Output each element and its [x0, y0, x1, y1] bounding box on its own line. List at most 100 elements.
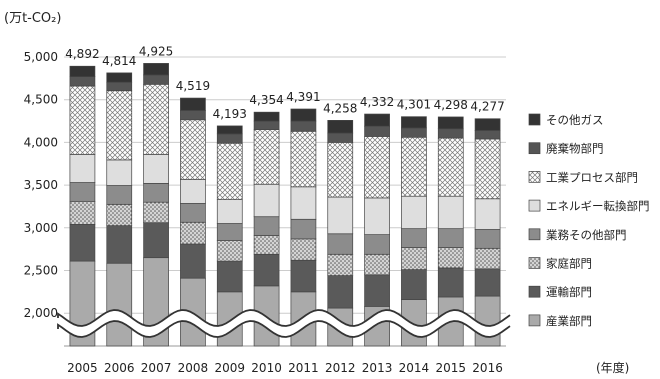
bar-segment-7	[437, 128, 464, 139]
total-label: 4,892	[65, 47, 99, 61]
bar-segment-5	[401, 195, 427, 230]
bar-segment-4	[437, 228, 464, 248]
total-label: 4,391	[286, 90, 320, 104]
bar-segment-5	[364, 197, 390, 235]
bar-segment-2	[106, 225, 133, 264]
bar-segment-7	[216, 133, 243, 144]
bar-segment-8	[364, 113, 390, 127]
legend-swatch	[528, 113, 541, 126]
legend-label: 廃棄物部門	[546, 142, 604, 156]
x-axis-unit-label: (年度)	[596, 360, 629, 375]
bar-segment-2	[216, 260, 243, 293]
axis-break-band	[58, 310, 512, 337]
bar-segment-5	[143, 154, 169, 184]
bar-segment-7	[364, 125, 390, 137]
x-tick-label: 2014	[399, 361, 430, 375]
bar-segment-5	[437, 195, 464, 230]
bar-segment-6	[364, 136, 390, 199]
bar-segment-6	[290, 130, 317, 188]
bar-segment-4	[290, 218, 317, 240]
legend-label: 産業部門	[546, 314, 592, 328]
x-tick-label: 2007	[141, 361, 172, 375]
bar-segment-3	[143, 201, 169, 224]
legend-label: 家庭部門	[546, 257, 592, 271]
bar-segment-2	[143, 222, 169, 259]
bar-segment-2	[437, 267, 464, 298]
legend: その他ガス廃棄物部門工業プロセス部門エネルギー転換部門業務その他部門家庭部門運輸…	[528, 113, 650, 328]
y-tick-label: 5,000	[24, 50, 58, 64]
axis-break	[57, 309, 512, 338]
bar-segment-7	[143, 74, 169, 85]
bar-segment-5	[474, 198, 501, 230]
bar-segment-3	[106, 203, 133, 227]
bar-segment-4	[474, 229, 501, 249]
legend-label: 工業プロセス部門	[546, 170, 638, 184]
bar-segment-3	[401, 247, 427, 270]
bar-segment-5	[180, 179, 206, 204]
total-label: 4,301	[397, 98, 431, 112]
x-tick-label: 2015	[435, 361, 466, 375]
bar-segment-8	[106, 72, 133, 83]
unit-label: (万t-CO₂)	[4, 11, 61, 26]
x-tick-label: 2005	[67, 361, 98, 375]
bar-segment-2	[180, 243, 206, 279]
bar-segment-7	[106, 81, 133, 92]
bar-segment-6	[437, 137, 464, 197]
bar-segment-5	[69, 154, 96, 183]
bar-segment-8	[327, 120, 354, 134]
bar-segment-7	[290, 120, 317, 132]
gridlines	[64, 56, 506, 347]
x-axis-ticks: 2005 2006 2007 2008 2009 2010 2011 2012 2013 2014…	[67, 361, 503, 375]
bar-segment-4	[69, 182, 96, 202]
x-tick-label: 2008	[178, 361, 209, 375]
x-tick-label: 2010	[251, 361, 282, 375]
bar-segment-8	[474, 118, 501, 131]
y-tick-label: 4,500	[24, 93, 58, 107]
y-tick-label: 3,500	[24, 178, 58, 192]
bar-segment-3	[180, 221, 206, 245]
total-label: 4,277	[470, 100, 504, 114]
bar-segment-7	[401, 127, 427, 138]
bar-segment-8	[253, 111, 280, 122]
bar-segment-3	[327, 253, 354, 276]
legend-label: 業務その他部門	[546, 228, 627, 242]
bar-segment-2	[290, 259, 317, 293]
total-label: 4,814	[102, 54, 136, 68]
total-label: 4,193	[213, 107, 247, 121]
bar-segment-2	[474, 268, 501, 297]
legend-swatch	[528, 171, 541, 183]
bar-segment-3	[474, 247, 501, 270]
bar-segment-7	[327, 132, 354, 143]
legend-swatch	[528, 257, 541, 269]
bar-segment-4	[216, 223, 243, 241]
y-tick-label: 3,000	[24, 221, 58, 235]
bar-segment-2	[69, 224, 96, 262]
bar-segment-5	[327, 196, 354, 235]
y-tick-label: 2,000	[24, 306, 58, 320]
bar-segment-6	[143, 83, 169, 155]
bar-segment-2	[327, 275, 354, 309]
legend-label: エネルギー転換部門	[546, 199, 650, 213]
bar-segment-2	[253, 253, 280, 287]
bar-segment-1	[474, 295, 501, 347]
bar-segment-6	[106, 90, 133, 161]
legend-swatch	[528, 199, 541, 212]
x-tick-label: 2006	[104, 361, 135, 375]
bar-segment-3	[69, 200, 96, 225]
bar-segment-4	[401, 228, 427, 248]
bar-segment-8	[216, 125, 243, 135]
bar-segment-5	[253, 183, 280, 218]
total-label: 4,519	[176, 79, 210, 93]
bar-segment-3	[364, 253, 390, 276]
legend-swatch	[528, 285, 541, 298]
bar-segment-5	[216, 199, 243, 224]
bar-segment-6	[327, 142, 354, 198]
x-tick-label: 2013	[362, 361, 393, 375]
x-tick-label: 2016	[472, 361, 503, 375]
legend-label: 運輸部門	[546, 285, 592, 299]
axis-break-line	[57, 309, 511, 327]
x-tick-label: 2011	[288, 361, 319, 375]
bar-segment-2	[364, 274, 390, 307]
total-label: 4,925	[139, 44, 173, 58]
bar-segment-8	[290, 108, 317, 122]
